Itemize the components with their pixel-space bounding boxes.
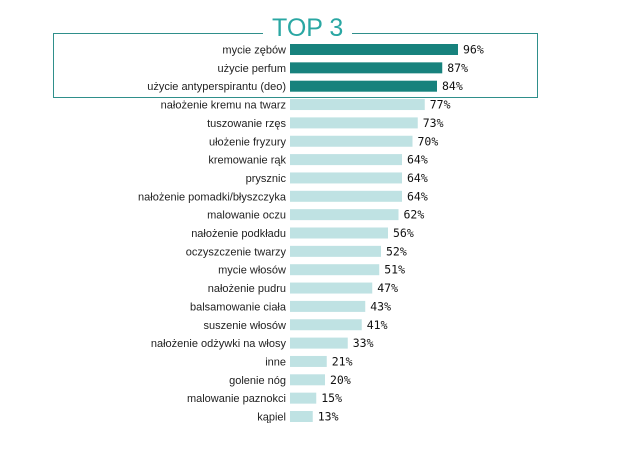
value-label-17: 21% <box>332 354 353 368</box>
bar-9 <box>290 209 399 221</box>
bar-12 <box>290 264 380 276</box>
value-label-2: 84% <box>442 79 463 93</box>
value-label-11: 52% <box>386 244 407 258</box>
category-label-16: nałożenie odżywki na włosy <box>151 338 287 350</box>
value-label-13: 47% <box>377 281 398 295</box>
category-label-6: kremowanie rąk <box>208 155 286 167</box>
bar-1 <box>290 62 443 74</box>
value-label-14: 43% <box>370 299 391 313</box>
category-label-10: nałożenie podkładu <box>191 228 286 240</box>
bar-4 <box>290 117 418 129</box>
bar-5 <box>290 135 413 147</box>
bar-17 <box>290 355 327 367</box>
category-label-3: nałożenie kremu na twarz <box>161 100 286 112</box>
bar-20 <box>290 411 313 422</box>
category-label-4: tuszowanie rzęs <box>207 118 286 130</box>
bar-15 <box>290 319 362 331</box>
value-label-10: 56% <box>393 226 414 240</box>
chart-title: TOP 3 <box>263 14 353 42</box>
bar-3 <box>290 99 425 111</box>
category-label-13: nałożenie pudru <box>208 283 286 295</box>
category-label-2: użycie antyperspirantu (deo) <box>147 81 286 93</box>
bar-18 <box>290 374 325 386</box>
category-label-19: malowanie paznokci <box>187 393 286 405</box>
category-label-20: kąpiel <box>257 412 286 424</box>
category-label-7: prysznic <box>246 173 287 185</box>
category-label-8: nałożenie pomadki/błyszczyka <box>138 191 287 203</box>
value-label-7: 64% <box>407 171 428 185</box>
value-label-5: 70% <box>418 134 439 148</box>
category-label-14: balsamowanie ciała <box>190 301 287 313</box>
bar-8 <box>290 190 402 202</box>
bar-11 <box>290 245 381 257</box>
value-label-4: 73% <box>423 116 444 130</box>
value-label-19: 15% <box>321 391 342 405</box>
bar-2 <box>290 80 437 92</box>
value-label-6: 64% <box>407 153 428 167</box>
value-label-15: 41% <box>367 318 388 332</box>
bar-16 <box>290 337 348 349</box>
category-label-1: użycie perfum <box>218 63 286 75</box>
category-label-5: ułożenie fryzury <box>209 136 287 148</box>
bar-14 <box>290 300 366 312</box>
bar-10 <box>290 227 388 239</box>
value-label-1: 87% <box>447 61 468 75</box>
value-label-8: 64% <box>407 189 428 203</box>
bar-6 <box>290 154 402 166</box>
category-label-17: inne <box>265 356 286 368</box>
value-label-18: 20% <box>330 373 351 387</box>
bar-19 <box>290 392 317 404</box>
category-label-0: mycie zębów <box>222 45 286 57</box>
category-label-15: suszenie włosów <box>203 320 286 332</box>
value-label-0: 96% <box>463 43 484 57</box>
value-label-12: 51% <box>384 263 405 277</box>
bar-13 <box>290 282 373 294</box>
category-label-11: oczyszczenie twarzy <box>186 246 287 258</box>
value-label-20: 13% <box>318 410 339 424</box>
bar-7 <box>290 172 402 184</box>
value-label-9: 62% <box>404 208 425 222</box>
category-label-9: malowanie oczu <box>207 210 286 222</box>
value-label-3: 77% <box>430 98 451 112</box>
category-label-12: mycie włosów <box>218 265 286 277</box>
value-label-16: 33% <box>353 336 374 350</box>
category-label-18: golenie nóg <box>229 375 286 387</box>
bar-0 <box>290 44 458 55</box>
